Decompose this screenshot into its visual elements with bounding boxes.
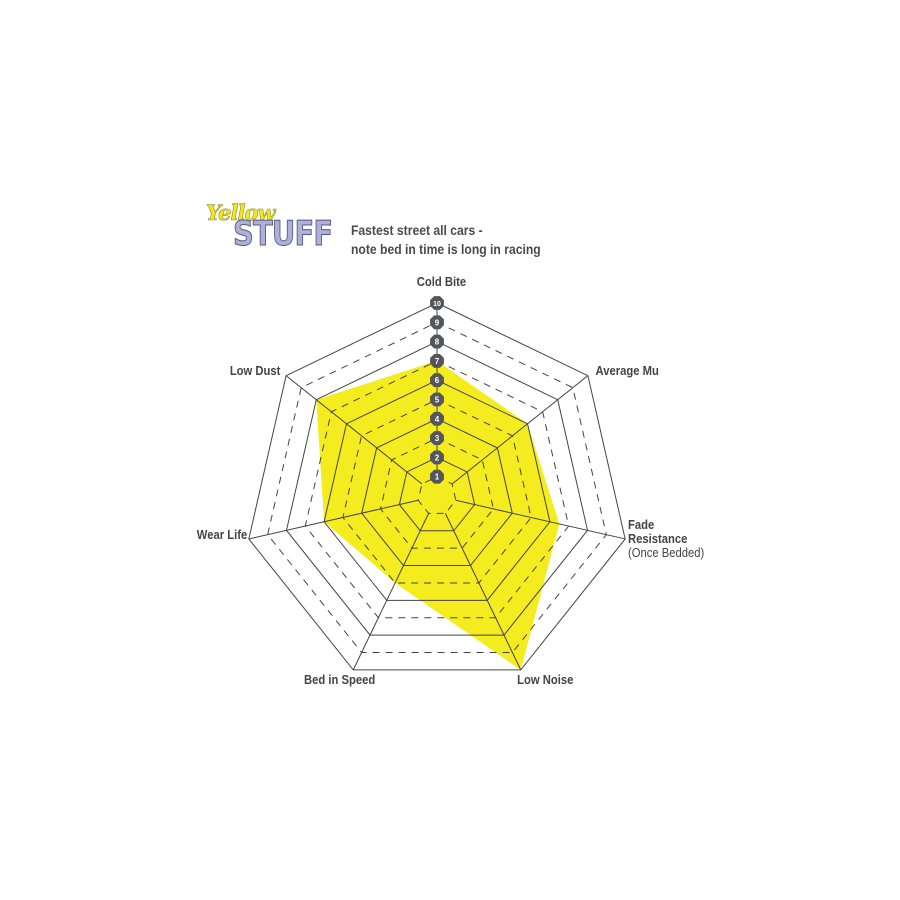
tick-marker-shape	[430, 373, 444, 388]
tick-marker-5: 5	[430, 392, 444, 407]
tick-label: 6	[435, 376, 440, 385]
grid-ring-6	[323, 379, 551, 601]
tick-marker-10: 10	[430, 296, 444, 310]
tick-marker-6: 6	[430, 373, 444, 388]
grid-ring-4	[361, 418, 513, 567]
fade-label: Fade Resistance	[628, 518, 688, 546]
spoke-average-mu	[451, 375, 589, 485]
spoke-bed-in-speed	[352, 513, 430, 671]
tick-label: 4	[435, 415, 440, 424]
spoke-low-dust	[285, 375, 423, 485]
tick-marker-7: 7	[430, 353, 444, 368]
grid-ring-10	[248, 302, 626, 671]
axis-label-wear-life: Wear Life	[196, 528, 248, 542]
tick-marker-shape	[430, 392, 444, 407]
tick-label: 3	[435, 434, 440, 443]
data-area	[316, 360, 560, 670]
axis-label-low-noise: Low Noise	[517, 673, 574, 687]
tick-marker-shape	[430, 353, 444, 368]
spoke-fade-resistance	[455, 499, 626, 540]
spoke-wear-life	[248, 499, 419, 540]
axis-label-fade-resistance: Fade Resistance (Once Bedded)	[628, 518, 704, 560]
axis-label-bed-in-speed: Bed in Speed	[303, 673, 376, 687]
grid-ring-1	[417, 476, 457, 514]
tick-marker-2: 2	[430, 450, 444, 465]
tick-label: 10	[433, 301, 441, 308]
tick-marker-4: 4	[430, 411, 444, 426]
spoke-low-noise	[444, 513, 522, 671]
yellow-stuff-logo: Yellow STUFF	[203, 200, 334, 270]
tick-label: 1	[435, 473, 440, 482]
axis-label-cold-bite: Cold Bite	[416, 275, 467, 289]
tick-marker-shape	[430, 296, 444, 310]
tick-marker-3: 3	[430, 431, 444, 446]
tick-marker-shape	[430, 450, 444, 465]
axis-label-average-mu: Average Mu	[595, 364, 659, 378]
fade-sublabel: (Once Bedded)	[628, 546, 705, 560]
tick-label: 5	[435, 396, 440, 405]
grid-ring-7	[304, 360, 570, 619]
grid-ring-2	[398, 456, 476, 532]
spokes	[248, 303, 626, 671]
grid-ring-9	[267, 321, 607, 653]
tick-marker-8: 8	[430, 334, 444, 349]
tick-marker-shape	[430, 334, 444, 349]
title-line-1: Fastest street all cars -	[351, 223, 483, 238]
tick-marker-shape	[430, 411, 444, 426]
tick-marker-1: 1	[430, 469, 444, 484]
chart-title: Fastest street all cars - note bed in ti…	[351, 221, 541, 259]
tick-label: 7	[435, 357, 440, 366]
grid	[248, 302, 626, 671]
grid-ring-8	[285, 341, 589, 636]
tick-label: 9	[435, 318, 440, 327]
grid-ring-5	[342, 398, 532, 584]
tick-marker-shape	[430, 431, 444, 446]
tick-marker-shape	[430, 469, 444, 484]
tick-label: 2	[435, 453, 440, 462]
tick-label: 8	[435, 338, 440, 347]
tick-marker-shape	[430, 315, 444, 330]
tick-markers: 1 2 3 4 5 6 7 8 9 10	[430, 296, 444, 484]
tick-marker-9: 9	[430, 315, 444, 330]
logo-yellow-text: Yellow	[206, 200, 276, 226]
logo-stuff-text: STUFF	[233, 214, 334, 255]
axis-label-low-dust: Low Dust	[229, 364, 281, 378]
title-line-2: note bed in time is long in racing	[351, 242, 541, 257]
grid-ring-3	[380, 437, 494, 549]
